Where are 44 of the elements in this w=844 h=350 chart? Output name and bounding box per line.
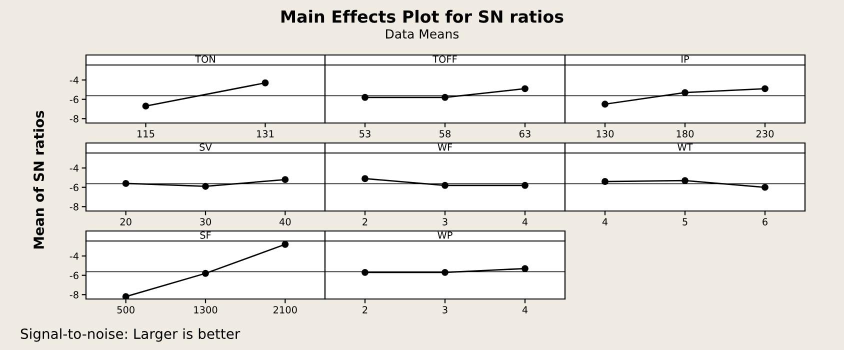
y-tick-label: -6 — [70, 272, 78, 280]
x-tick-label: 3 — [442, 218, 448, 226]
x-axis-title: IP — [682, 56, 690, 63]
x-tick-label: 58 — [440, 130, 451, 138]
x-tick-label: 500 — [117, 306, 134, 314]
x-tick-label: 5 — [682, 218, 688, 226]
x-tick-label: 131 — [257, 130, 274, 138]
x-tick-label: 6 — [762, 218, 768, 226]
y-tick-label: -6 — [70, 184, 78, 192]
x-axis-title: SV — [200, 143, 212, 151]
x-tick-label: 2 — [362, 218, 368, 226]
x-tick-label: 3 — [442, 306, 448, 314]
y-tick-label: -8 — [70, 291, 78, 298]
y-tick-label: -8 — [70, 115, 78, 122]
chart-title: Main Effects Plot for SN ratios — [281, 10, 564, 23]
x-axis-title: TOFF — [432, 55, 457, 63]
y-tick-label: -4 — [70, 164, 79, 172]
y-axis-title: Mean of SN ratios — [33, 110, 44, 249]
x-tick-label: 40 — [279, 218, 291, 226]
x-tick-label: 115 — [138, 130, 154, 138]
x-axis-title: WP — [438, 232, 452, 239]
text: Signal-to-noise: Larger is better — [20, 328, 240, 342]
x-axis-title: WF — [438, 144, 452, 151]
x-axis-title: SF — [200, 231, 211, 239]
x-tick-label: 180 — [676, 130, 694, 138]
x-tick-label: 63 — [519, 130, 530, 138]
x-tick-label: 1300 — [194, 306, 218, 314]
x-tick-label: 2 — [362, 306, 368, 314]
x-tick-label: 4 — [602, 218, 608, 226]
x-tick-label: 2100 — [274, 306, 297, 314]
y-tick-label: -6 — [70, 96, 78, 104]
x-tick-label: 4 — [522, 218, 528, 226]
x-axis-title: TON — [195, 55, 215, 63]
chart-subtitle: Data Means — [386, 29, 459, 39]
x-tick-label: 4 — [522, 306, 528, 314]
y-tick-label: -4 — [70, 76, 79, 84]
y-tick-label: -4 — [70, 252, 79, 260]
x-tick-label: 53 — [360, 130, 370, 138]
x-axis-title: WT — [678, 144, 693, 151]
y-tick-label: -8 — [70, 203, 78, 210]
x-tick-label: 130 — [596, 130, 614, 138]
x-tick-label: 30 — [200, 218, 212, 226]
x-tick-label: 20 — [120, 218, 132, 226]
x-tick-label: 230 — [756, 130, 774, 138]
